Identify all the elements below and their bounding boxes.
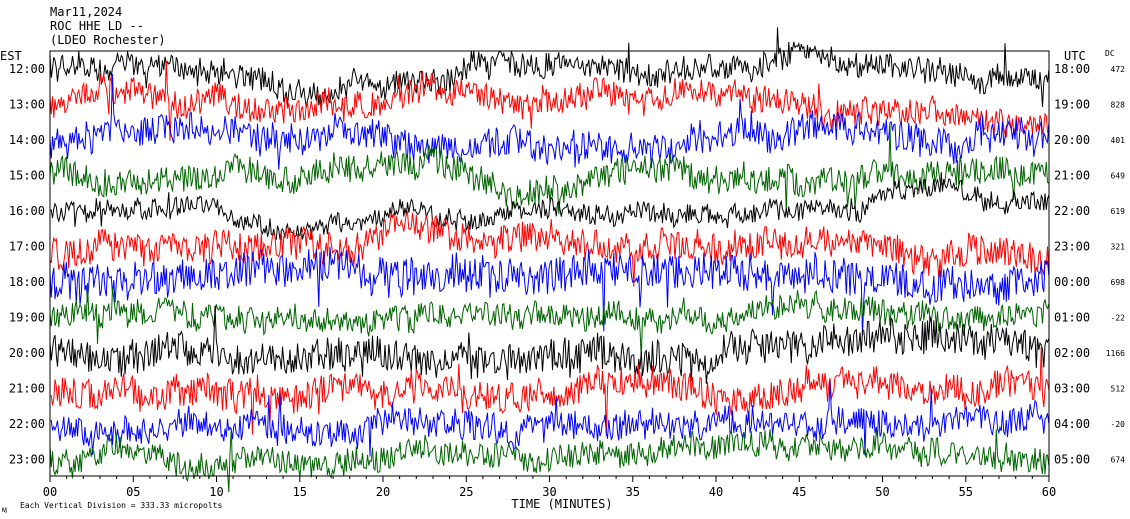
dc-offset-label: 1166 bbox=[1106, 349, 1125, 358]
utc-axis-title: UTC bbox=[1064, 49, 1086, 63]
x-axis-label: TIME (MINUTES) bbox=[511, 497, 612, 511]
x-tick-label: 50 bbox=[875, 485, 889, 499]
x-tick-label: 15 bbox=[293, 485, 307, 499]
trace-line bbox=[49, 27, 1050, 108]
dc-title: DC bbox=[1105, 49, 1115, 58]
trace-line bbox=[49, 305, 1050, 384]
x-tick-label: 20 bbox=[376, 485, 390, 499]
dc-offset-label: 472 bbox=[1111, 65, 1126, 74]
trace-line bbox=[50, 344, 1050, 436]
header-station: ROC HHE LD -- bbox=[50, 19, 144, 33]
dc-offset-label: 674 bbox=[1111, 456, 1126, 465]
vertical-division-note: Each Vertical Division = 333.33 micropol… bbox=[20, 501, 223, 510]
x-tick-label: 30 bbox=[542, 485, 556, 499]
est-hour-label: 12:00 bbox=[9, 62, 45, 76]
utc-hour-label: 20:00 bbox=[1054, 133, 1090, 147]
est-hour-label: 22:00 bbox=[9, 417, 45, 431]
x-tick-label: 05 bbox=[126, 485, 140, 499]
dc-offset-label: 512 bbox=[1111, 385, 1126, 394]
utc-hour-label: 03:00 bbox=[1054, 382, 1090, 396]
est-axis-title: EST bbox=[0, 49, 22, 63]
est-hour-label: 15:00 bbox=[9, 169, 45, 183]
trace-line bbox=[49, 380, 1050, 457]
trace-line bbox=[49, 210, 1050, 287]
trace-line bbox=[49, 125, 1050, 215]
trace-line bbox=[49, 246, 1050, 336]
dc-offset-label: 828 bbox=[1111, 101, 1126, 110]
ticks-layer: 00 05 10 15 20 25 30 35 40 45 50 55 60 TIME (MINUTES) bbox=[43, 476, 1056, 511]
x-tick-label: 60 bbox=[1042, 485, 1056, 499]
est-hour-label: 23:00 bbox=[9, 453, 45, 467]
utc-hour-label: 02:00 bbox=[1054, 346, 1090, 360]
header-location: (LDEO Rochester) bbox=[50, 33, 166, 47]
utc-hour-label: 23:00 bbox=[1054, 240, 1090, 254]
x-tick-label: 45 bbox=[792, 485, 806, 499]
est-hour-label: 17:00 bbox=[9, 240, 45, 254]
est-hour-label: 13:00 bbox=[9, 98, 45, 112]
dc-offset-label: -22 bbox=[1111, 314, 1126, 323]
trace-line bbox=[49, 172, 1050, 241]
est-hour-label: 14:00 bbox=[9, 133, 45, 147]
x-tick-label: 55 bbox=[959, 485, 973, 499]
est-hour-label: 18:00 bbox=[9, 275, 45, 289]
est-hour-label: 21:00 bbox=[9, 382, 45, 396]
trace-line bbox=[49, 282, 1050, 359]
trace-line bbox=[49, 60, 1050, 141]
utc-hour-label: 05:00 bbox=[1054, 453, 1090, 467]
x-tick-label: 10 bbox=[209, 485, 223, 499]
x-tick-label: 00 bbox=[43, 485, 57, 499]
dc-offset-label: 401 bbox=[1111, 136, 1126, 145]
dc-offset-label: 649 bbox=[1111, 172, 1126, 181]
utc-hour-label: 19:00 bbox=[1054, 98, 1090, 112]
utc-hour-label: 01:00 bbox=[1054, 311, 1090, 325]
utc-hour-label: 21:00 bbox=[1054, 169, 1090, 183]
labels-layer: 12:00 18:00 472 13:00 19:00 828 14:00 20:00 401 1… bbox=[0, 49, 1125, 467]
x-tick-label: 40 bbox=[709, 485, 723, 499]
dc-offset-label: 619 bbox=[1111, 207, 1126, 216]
est-hour-label: 19:00 bbox=[9, 311, 45, 325]
corner-mark: ӎ bbox=[2, 505, 7, 514]
est-hour-label: 16:00 bbox=[9, 204, 45, 218]
dc-offset-label: 321 bbox=[1111, 243, 1126, 252]
x-tick-label: 35 bbox=[626, 485, 640, 499]
traces-layer bbox=[49, 27, 1050, 493]
utc-hour-label: 18:00 bbox=[1054, 62, 1090, 76]
utc-hour-label: 00:00 bbox=[1054, 275, 1090, 289]
utc-hour-label: 22:00 bbox=[1054, 204, 1090, 218]
x-tick-label: 25 bbox=[459, 485, 473, 499]
utc-hour-label: 04:00 bbox=[1054, 417, 1090, 431]
dc-offset-label: 698 bbox=[1111, 278, 1126, 287]
trace-line bbox=[49, 74, 1050, 170]
trace-line bbox=[49, 428, 1050, 493]
dc-offset-label: -20 bbox=[1111, 420, 1126, 429]
header-date: Mar11,2024 bbox=[50, 5, 123, 19]
est-hour-label: 20:00 bbox=[9, 346, 45, 360]
